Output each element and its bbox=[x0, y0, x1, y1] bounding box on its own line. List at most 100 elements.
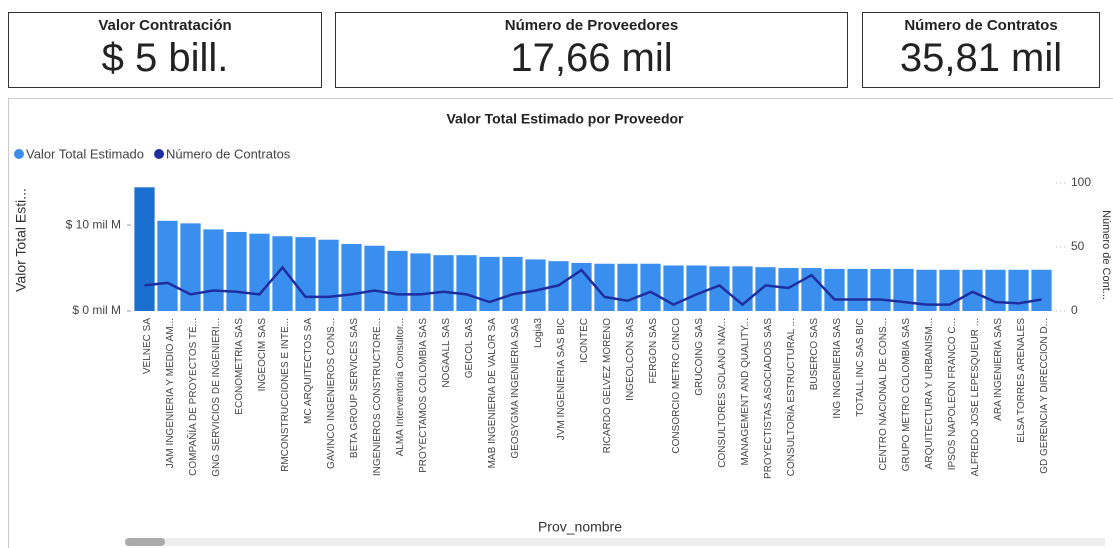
kpi-card: Número de Contratos 35,81 mil bbox=[862, 12, 1100, 88]
x-tick-label: TOTALL INC SAS BIC bbox=[855, 318, 866, 417]
bar bbox=[824, 268, 845, 311]
x-tick-label: RICARDO GELVEZ MORENO bbox=[602, 318, 613, 454]
scrollbar-track[interactable] bbox=[125, 538, 1105, 546]
kpi-card: Valor Contratación $ 5 bill. bbox=[8, 12, 322, 88]
x-tick-label: ALMA Interventoria Consultor... bbox=[395, 318, 406, 456]
bar bbox=[249, 233, 270, 311]
bar bbox=[778, 268, 799, 311]
bar bbox=[272, 236, 293, 311]
x-tick-label: MANAGEMENT AND QUALITY... bbox=[740, 318, 751, 465]
y2-tick-label: 100 bbox=[1071, 175, 1091, 189]
kpi-value: $ 5 bill. bbox=[101, 36, 229, 80]
x-tick-label: ARA INGENIERIA SAS bbox=[993, 318, 1004, 421]
x-tick-label: GEICOL SAS bbox=[464, 318, 475, 379]
x-tick-label: CONSULTORES SOLANO NAV... bbox=[717, 318, 728, 468]
bar bbox=[916, 269, 937, 311]
y-axis-title: Valor Total Esti... bbox=[13, 188, 29, 292]
legend-label: Valor Total Estimado bbox=[26, 146, 144, 161]
kpi-title: Valor Contratación bbox=[98, 17, 232, 34]
bar bbox=[203, 229, 224, 311]
x-tick-label: GRUCOING SAS bbox=[694, 318, 705, 396]
x-tick-label: JAM INGENIERIA Y MEDIO AM... bbox=[165, 318, 176, 468]
x-tick-label: MC ARQUITECTOS SA bbox=[303, 318, 314, 424]
x-tick-label: ALFREDO JOSE LEPESQUEUR ... bbox=[970, 318, 981, 476]
bar bbox=[1031, 269, 1052, 311]
kpi-card: Número de Proveedores 17,66 mil bbox=[335, 12, 848, 88]
bar bbox=[295, 237, 316, 311]
x-tick-label: GD GERENCIA Y DIRECCION D... bbox=[1039, 318, 1050, 474]
x-tick-label: VELNEC SA bbox=[142, 318, 153, 374]
bar bbox=[617, 263, 638, 311]
x-tick-label: Logia3 bbox=[533, 318, 544, 348]
legend-label: Número de Contratos bbox=[166, 146, 291, 161]
bar bbox=[341, 243, 362, 311]
x-tick-label: PROYECTAMOS COLOMBIA SAS bbox=[418, 318, 429, 473]
chart-title: Valor Total Estimado por Proveedor bbox=[446, 111, 684, 127]
bar bbox=[686, 265, 707, 311]
bar bbox=[180, 223, 201, 311]
y2-tick-label: 0 bbox=[1071, 303, 1078, 317]
y2-tick-label: 50 bbox=[1071, 239, 1085, 253]
x-tick-label: INGENIEROS CONSTRUCTORE... bbox=[372, 318, 383, 476]
legend-marker bbox=[14, 149, 24, 159]
x-tick-label: ARQUITECTURA Y URBANISM... bbox=[924, 318, 935, 469]
x-tick-label: ELSA TORRES ARENALES bbox=[1016, 318, 1027, 443]
y2-axis-title: Número de Cont... bbox=[1100, 210, 1112, 300]
x-tick-label: NOGAALL SAS bbox=[441, 318, 452, 388]
bar bbox=[502, 256, 523, 311]
kpi-value: 17,66 mil bbox=[510, 36, 673, 80]
x-tick-label: COMPAÑÍA DE PROYECTOS TÉ... bbox=[186, 318, 199, 476]
x-tick-label: INGEOLCON SAS bbox=[625, 318, 636, 401]
x-tick-label: GAVINCO INGENIEROS CONS... bbox=[326, 318, 337, 469]
bar bbox=[709, 266, 730, 311]
bar bbox=[226, 231, 247, 311]
x-tick-label: CONSORCIO METRO CINCO bbox=[671, 318, 682, 454]
bar bbox=[525, 259, 546, 311]
x-tick-label: RMCONSTRUCCIONES E INTE... bbox=[280, 318, 291, 472]
x-tick-label: GEOSYGMA INGENIERIA SAS bbox=[510, 318, 521, 459]
x-tick-label: JVM INGENIERIA SAS BIC bbox=[556, 318, 567, 440]
x-tick-label: ICONTEC bbox=[579, 318, 590, 363]
scrollbar-thumb[interactable] bbox=[125, 538, 165, 546]
bar bbox=[410, 253, 431, 311]
bar bbox=[387, 250, 408, 311]
x-tick-label: ECONOMETRIA SAS bbox=[234, 318, 245, 415]
kpi-title: Número de Contratos bbox=[904, 17, 1058, 34]
x-tick-label: BUSERCO SAS bbox=[809, 318, 820, 391]
bar bbox=[594, 263, 615, 311]
x-tick-label: IPSOS NAPOLEON FRANCO C... bbox=[947, 318, 958, 470]
x-tick-label: ING INGENIERIA SAS bbox=[832, 318, 843, 419]
chart-panel bbox=[8, 98, 1113, 548]
bar bbox=[847, 268, 868, 311]
x-tick-label: INGEOCIM SAS bbox=[257, 318, 268, 392]
x-tick-label: FERGON SAS bbox=[648, 318, 659, 384]
bar bbox=[755, 267, 776, 311]
bar bbox=[870, 268, 891, 311]
line bbox=[144, 265, 1042, 307]
bar bbox=[157, 220, 178, 311]
bar bbox=[479, 256, 500, 311]
x-axis-title: Prov_nombre bbox=[538, 519, 622, 535]
x-tick-label: GRUPO METRO COLOMBIA SAS bbox=[901, 318, 912, 472]
x-tick-label: BETA GROUP SERVICES SAS bbox=[349, 318, 360, 458]
bar bbox=[1008, 269, 1029, 311]
bar bbox=[433, 255, 454, 311]
y-tick-label: $ 0 mil M bbox=[72, 303, 121, 317]
bar bbox=[318, 239, 339, 311]
legend-marker bbox=[154, 149, 165, 159]
x-tick-label: MAB INGENIERIA DE VALOR SA bbox=[487, 318, 498, 469]
bar bbox=[893, 268, 914, 311]
bar bbox=[640, 263, 661, 311]
kpi-value: 35,81 mil bbox=[899, 36, 1063, 80]
x-tick-label: PROYECTISTAS ASOCIADOS SAS bbox=[763, 318, 774, 479]
y-tick-label: $ 10 mil M bbox=[66, 217, 121, 231]
bar bbox=[134, 187, 155, 311]
bar bbox=[985, 269, 1006, 311]
x-tick-label: GNG SERVICIOS DE INGENIERI... bbox=[211, 318, 222, 477]
bar bbox=[456, 255, 477, 311]
bar bbox=[663, 265, 684, 311]
x-tick-label: CONSULTORÍA ESTRUCTURAL ... bbox=[784, 318, 797, 476]
kpi-title: Número de Proveedores bbox=[504, 17, 679, 34]
